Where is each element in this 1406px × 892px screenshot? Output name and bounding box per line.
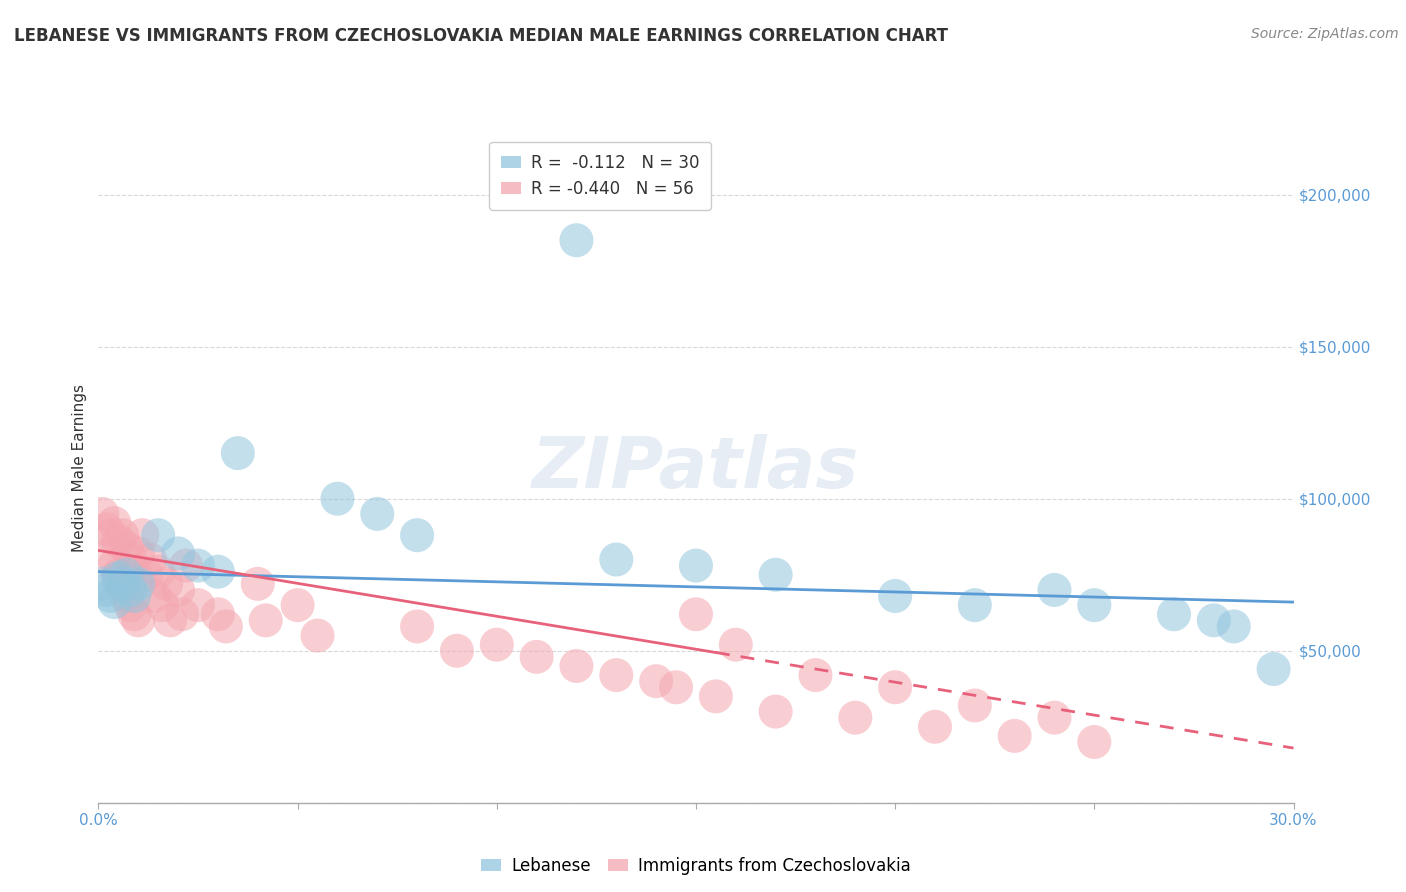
Point	[98, 546, 122, 560]
Point	[1043, 582, 1066, 597]
Point	[115, 567, 138, 582]
Point	[91, 577, 114, 591]
Point	[446, 644, 468, 658]
Point	[107, 534, 129, 549]
Point	[844, 711, 866, 725]
Point	[127, 546, 149, 560]
Point	[207, 565, 229, 579]
Point	[326, 491, 349, 506]
Point	[107, 571, 129, 585]
Y-axis label: Median Male Earnings: Median Male Earnings	[72, 384, 87, 552]
Point	[287, 598, 309, 612]
Point	[187, 598, 209, 612]
Text: LEBANESE VS IMMIGRANTS FROM CZECHOSLOVAKIA MEDIAN MALE EARNINGS CORRELATION CHAR: LEBANESE VS IMMIGRANTS FROM CZECHOSLOVAK…	[14, 27, 948, 45]
Point	[148, 565, 170, 579]
Point	[172, 607, 194, 622]
Point	[765, 567, 787, 582]
Point	[139, 552, 162, 566]
Point	[143, 589, 166, 603]
Point	[115, 541, 138, 555]
Point	[685, 607, 707, 622]
Point	[765, 705, 787, 719]
Point	[1222, 619, 1246, 633]
Point	[215, 619, 238, 633]
Point	[167, 546, 190, 560]
Point	[111, 528, 134, 542]
Point	[150, 598, 173, 612]
Point	[124, 589, 146, 603]
Point	[565, 233, 588, 247]
Point	[605, 552, 627, 566]
Point	[127, 577, 149, 591]
Legend: Lebanese, Immigrants from Czechoslovakia: Lebanese, Immigrants from Czechoslovakia	[475, 850, 917, 881]
Point	[91, 507, 114, 521]
Text: ZIPatlas: ZIPatlas	[533, 434, 859, 503]
Text: Source: ZipAtlas.com: Source: ZipAtlas.com	[1251, 27, 1399, 41]
Point	[307, 628, 329, 642]
Point	[187, 558, 209, 573]
Point	[1004, 729, 1026, 743]
Point	[884, 680, 907, 694]
Point	[127, 613, 149, 627]
Point	[924, 720, 946, 734]
Point	[254, 613, 277, 627]
Point	[124, 565, 146, 579]
Point	[226, 446, 249, 460]
Point	[103, 516, 125, 530]
Point	[103, 595, 125, 609]
Point	[724, 638, 747, 652]
Point	[406, 619, 429, 633]
Point	[174, 558, 197, 573]
Point	[246, 577, 269, 591]
Point	[1043, 711, 1066, 725]
Point	[115, 589, 138, 603]
Point	[1083, 598, 1105, 612]
Point	[685, 558, 707, 573]
Point	[103, 558, 125, 573]
Point	[96, 582, 118, 597]
Point	[963, 698, 986, 713]
Point	[406, 528, 429, 542]
Point	[135, 567, 157, 582]
Point	[1083, 735, 1105, 749]
Point	[963, 598, 986, 612]
Point	[645, 674, 668, 689]
Point	[804, 668, 827, 682]
Point	[665, 680, 688, 694]
Point	[148, 528, 170, 542]
Point	[366, 507, 388, 521]
Point	[98, 528, 122, 542]
Point	[131, 528, 153, 542]
Point	[1202, 613, 1225, 627]
Point	[120, 598, 142, 612]
Point	[565, 659, 588, 673]
Point	[485, 638, 508, 652]
Point	[167, 582, 190, 597]
Point	[107, 567, 129, 582]
Point	[1163, 607, 1185, 622]
Point	[1263, 662, 1285, 676]
Point	[155, 577, 177, 591]
Point	[884, 589, 907, 603]
Point	[111, 577, 134, 591]
Point	[96, 522, 118, 536]
Point	[605, 668, 627, 682]
Point	[120, 552, 142, 566]
Point	[526, 649, 548, 664]
Point	[704, 690, 727, 704]
Point	[124, 607, 146, 622]
Point	[207, 607, 229, 622]
Point	[159, 613, 181, 627]
Point	[111, 577, 134, 591]
Point	[98, 589, 122, 603]
Point	[120, 582, 142, 597]
